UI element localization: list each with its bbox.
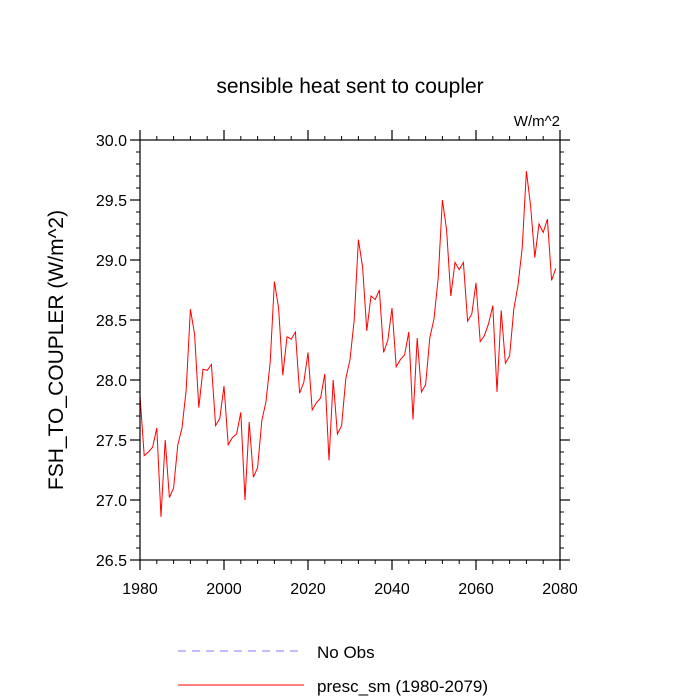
y-tick-label: 30.0: [96, 133, 127, 150]
axis-ticks: [130, 130, 570, 570]
units-label: W/m^2: [514, 113, 560, 130]
y-tick-label: 28.0: [96, 373, 127, 390]
series-lines: [139, 171, 557, 517]
y-axis-label: FSH_TO_COUPLER (W/m^2): [45, 210, 68, 490]
y-tick-label: 27.0: [96, 493, 127, 510]
axis-tick-labels: 1980 2000 2020 2040 2060 2080 26.5 27.0 27.5 28.0…: [96, 133, 578, 598]
series-line-presc-sm: [139, 171, 557, 517]
x-tick-label: 2020: [290, 581, 326, 598]
legend-label-presc-sm: presc_sm (1980-2079): [317, 677, 488, 696]
y-tick-label: 27.5: [96, 433, 127, 450]
x-tick-label: 2040: [374, 581, 410, 598]
y-tick-label: 28.5: [96, 313, 127, 330]
x-tick-label: 2000: [206, 581, 242, 598]
plot-frame: [139, 139, 561, 561]
y-tick-label: 29.0: [96, 253, 127, 270]
x-tick-label: 2080: [542, 581, 578, 598]
chart-title: sensible heat sent to coupler: [216, 75, 483, 98]
x-tick-label: 2060: [458, 581, 494, 598]
x-tick-label: 1980: [122, 581, 158, 598]
legend-label-no-obs: No Obs: [317, 643, 375, 662]
y-tick-label: 29.5: [96, 193, 127, 210]
legend: No Obs presc_sm (1980-2079): [178, 643, 488, 696]
y-tick-label: 26.5: [96, 553, 127, 570]
